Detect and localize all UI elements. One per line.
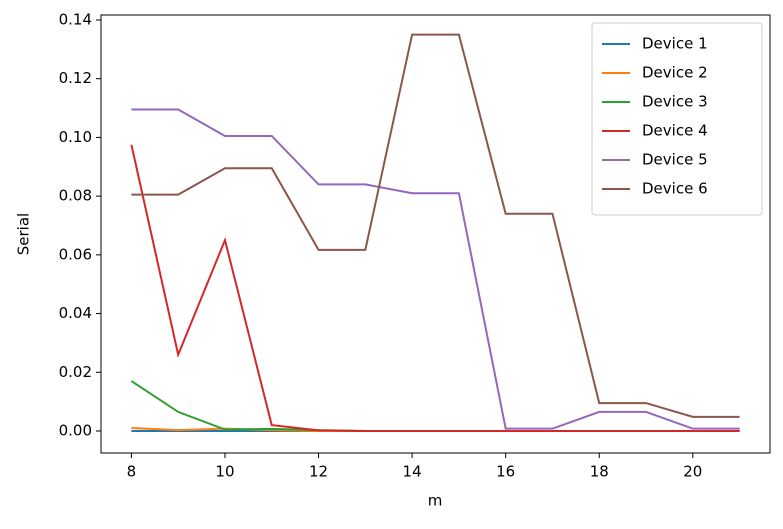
legend-label: Device 6 — [642, 180, 708, 198]
legend-label: Device 5 — [642, 151, 708, 169]
line — [131, 108, 740, 430]
line — [130, 380, 740, 432]
y-tick-label: 0.10 — [59, 128, 92, 146]
axes-frame — [100, 14, 771, 454]
y-tick-label: 0.08 — [59, 187, 92, 205]
y-tick-label: 0.02 — [59, 363, 92, 381]
x-tick-label: 8 — [127, 463, 137, 481]
y-tick-label: 0.06 — [59, 245, 92, 263]
legend-label: Device 4 — [642, 122, 708, 140]
legend-label: Device 1 — [642, 35, 708, 53]
y-axis-label: Serial — [15, 213, 33, 255]
legend-label: Device 2 — [642, 64, 708, 82]
line — [130, 144, 740, 432]
y-tick-label: 0.04 — [59, 304, 92, 322]
x-axis-label: m — [428, 492, 443, 510]
x-tick-label: 10 — [215, 463, 234, 481]
legend-label: Device 3 — [642, 93, 708, 111]
y-tick-label: 0.12 — [59, 69, 92, 87]
x-tick-label: 12 — [309, 463, 328, 481]
x-tick-label: 16 — [496, 463, 515, 481]
legend-box — [591, 22, 763, 216]
x-tick-label: 20 — [683, 463, 702, 481]
line — [131, 33, 740, 418]
x-tick-label: 18 — [590, 463, 609, 481]
x-tick-label: 14 — [403, 463, 422, 481]
y-tick-label: 0.00 — [59, 421, 92, 439]
y-tick-label: 0.14 — [59, 10, 92, 28]
